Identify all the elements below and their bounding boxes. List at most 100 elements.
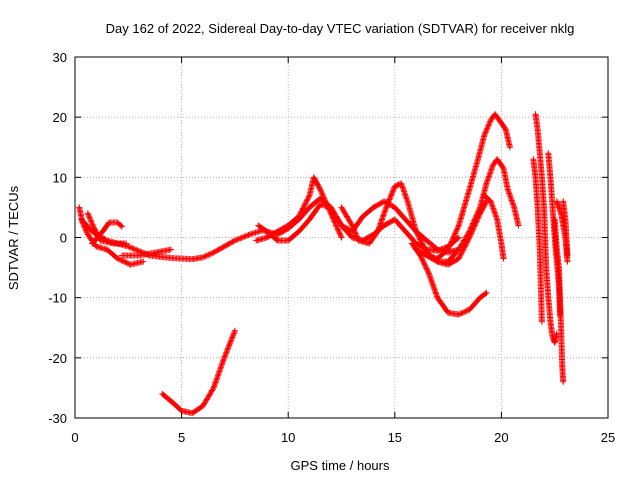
data-point (389, 188, 396, 195)
data-point (386, 196, 393, 203)
data-point (468, 223, 475, 230)
data-point (388, 191, 395, 198)
data-point (413, 229, 420, 236)
x-tick-label: 0 (71, 430, 78, 445)
data-point (133, 246, 140, 253)
data-point (349, 223, 356, 230)
data-point (199, 254, 206, 261)
data-point (237, 235, 244, 242)
data-point (209, 250, 216, 257)
data-point (483, 128, 490, 135)
data-point (338, 234, 345, 241)
data-point (390, 185, 397, 192)
data-point (420, 258, 427, 265)
data-point (424, 266, 431, 273)
axis-ticks: 0 5 10 15 20 25 -30 -20 -10 0 10 20 30 (48, 50, 615, 445)
data-point (119, 257, 126, 264)
data-point (463, 307, 470, 314)
data-point (299, 205, 306, 212)
data-point (421, 244, 428, 251)
data-point (501, 125, 508, 132)
data-point (305, 195, 312, 202)
data-point (348, 221, 355, 228)
data-point (219, 244, 226, 251)
series-pass-14 (532, 111, 560, 346)
data-point (481, 130, 488, 137)
x-tick-label: 10 (281, 430, 295, 445)
x-axis-label: GPS time / hours (291, 458, 390, 473)
data-point (123, 240, 130, 247)
data-point (354, 234, 361, 241)
data-point (484, 125, 491, 132)
data-point (316, 185, 323, 192)
data-point (482, 290, 489, 297)
data-point (350, 226, 357, 233)
data-point (85, 213, 92, 220)
data-point (117, 222, 124, 229)
data-point (227, 338, 234, 345)
data-point (301, 202, 308, 209)
data-point (419, 256, 426, 263)
data-point (471, 217, 478, 224)
data-point (418, 255, 425, 262)
data-point (215, 246, 222, 253)
data-point (487, 118, 494, 125)
data-point (352, 229, 359, 236)
data-point (449, 237, 456, 244)
data-point (458, 250, 465, 257)
data-point (297, 210, 304, 217)
data-point (452, 229, 459, 236)
data-point (88, 220, 95, 227)
data-point (228, 337, 235, 344)
data-point (229, 238, 236, 245)
data-point (515, 222, 522, 229)
data-point (486, 119, 493, 126)
data-point (450, 234, 457, 241)
data-point (226, 240, 233, 247)
data-point (297, 209, 304, 216)
data-point (421, 245, 428, 252)
data-point (469, 221, 476, 228)
data-point (90, 222, 97, 229)
data-point (474, 211, 481, 218)
data-point (87, 217, 94, 224)
data-point (209, 386, 216, 393)
data-point (415, 233, 422, 240)
data-point (419, 257, 426, 264)
data-point (454, 225, 461, 232)
data-point (384, 200, 391, 207)
data-point (390, 187, 397, 194)
data-point (475, 208, 482, 215)
data-point (131, 246, 138, 253)
data-point (417, 237, 424, 244)
data-point (241, 233, 248, 240)
x-tick-label: 15 (388, 430, 402, 445)
data-point (84, 210, 91, 217)
data-point (499, 164, 506, 171)
data-point (305, 193, 312, 200)
data-point (451, 231, 458, 238)
data-point (457, 251, 464, 258)
data-point (238, 234, 245, 241)
data-point (332, 221, 339, 228)
data-point (385, 199, 392, 206)
data-point (214, 247, 221, 254)
data-point (117, 256, 124, 263)
data-point (470, 219, 477, 226)
data-point (418, 239, 425, 246)
data-point (230, 330, 237, 337)
series-pass-8 (255, 198, 462, 256)
data-point (373, 229, 380, 236)
grid-lines (75, 57, 608, 418)
data-point (245, 232, 252, 239)
data-point (202, 253, 209, 260)
data-point (473, 212, 480, 219)
series-pass-12 (413, 111, 513, 262)
data-point (419, 241, 426, 248)
y-tick-label: 10 (53, 170, 67, 185)
data-point (353, 232, 360, 239)
data-point (387, 195, 394, 202)
data-point (333, 222, 340, 229)
data-point (223, 348, 230, 355)
data-point (465, 229, 472, 236)
